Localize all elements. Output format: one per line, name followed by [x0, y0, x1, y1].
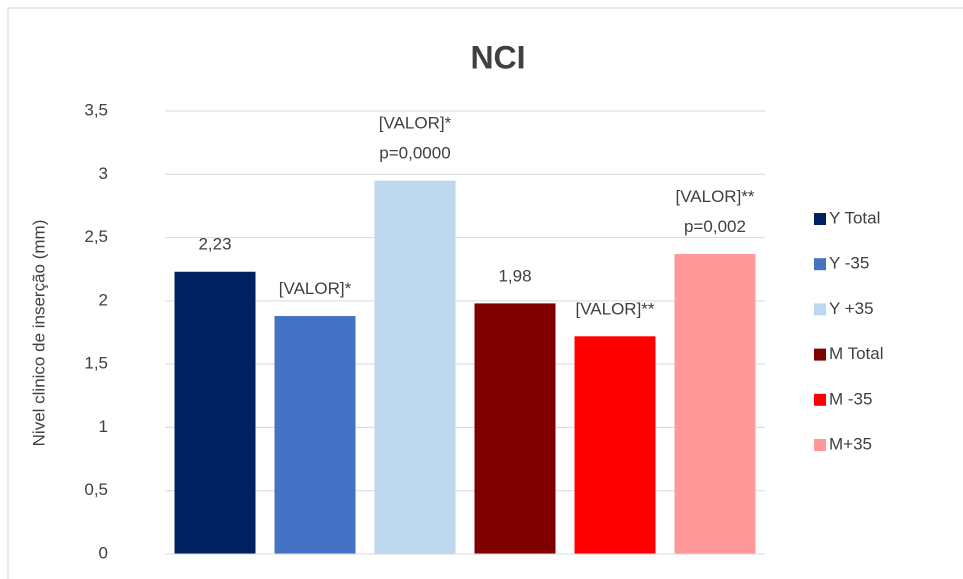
legend-label: Y -35: [829, 254, 869, 273]
y-axis-label: Nivel clinico de inserção (mm): [29, 220, 48, 447]
bar: [374, 180, 456, 554]
chart-title: NCI: [470, 39, 525, 75]
bar: [474, 303, 556, 554]
bar: [574, 336, 656, 554]
legend-swatch: [814, 393, 826, 406]
y-tick-label: 2: [99, 290, 108, 309]
bar: [174, 271, 256, 554]
data-label: [VALOR]*: [279, 280, 352, 299]
bar: [274, 316, 356, 554]
data-label: 1,98: [498, 267, 531, 286]
data-label: [VALOR]** p=0,002: [675, 188, 754, 237]
y-tick-label: 0,5: [84, 480, 108, 499]
y-tick-label: 3: [99, 164, 108, 183]
legend-label: M+35: [829, 434, 872, 453]
y-tick-label: 3,5: [84, 100, 108, 119]
data-label-line: 2,23: [198, 235, 231, 254]
legend-label: Y +35: [829, 299, 874, 318]
legend-label: M Total: [829, 344, 884, 363]
data-label: [VALOR]**: [575, 300, 654, 319]
legend-swatch: [814, 213, 826, 225]
data-label-line: [VALOR]**: [675, 188, 754, 207]
data-label-line: [VALOR]*: [379, 114, 452, 133]
data-label-line: 1,98: [498, 267, 531, 286]
data-label-line: [VALOR]*: [279, 280, 352, 299]
legend-swatch: [814, 348, 826, 361]
data-label: [VALOR]* p=0,0000: [379, 114, 452, 163]
legend-label: M -35: [829, 389, 872, 408]
y-tick-label: 2,5: [84, 227, 108, 246]
y-tick-label: 1,5: [84, 354, 108, 373]
y-tick-label: 0: [99, 543, 108, 562]
legend-swatch: [814, 258, 826, 271]
data-label-line: p=0,0000: [379, 144, 450, 163]
data-label-line: p=0,002: [684, 218, 746, 237]
legend-swatch: [814, 303, 826, 316]
bar: [674, 254, 756, 555]
legend-swatch: [814, 439, 826, 451]
legend-label: Y Total: [829, 208, 880, 227]
y-tick-label: 1: [99, 417, 108, 436]
data-label: 2,23: [198, 235, 231, 254]
data-label-line: [VALOR]**: [575, 300, 654, 319]
